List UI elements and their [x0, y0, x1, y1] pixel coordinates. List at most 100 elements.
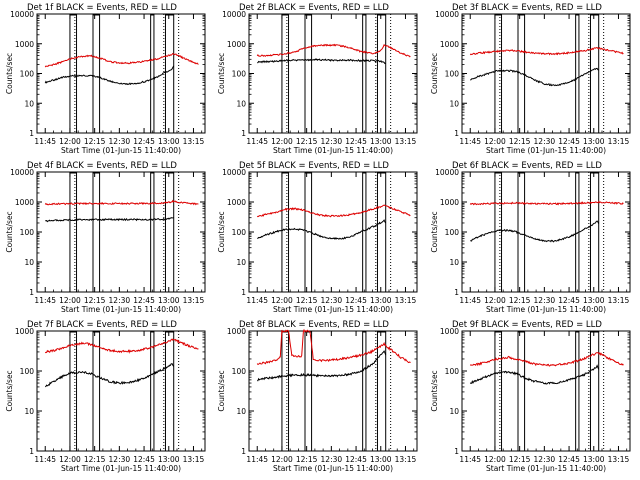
plot-frame [248, 171, 418, 293]
x-tick-label: 12:45 [558, 137, 580, 146]
x-axis-label: Start Time (01-Jun-15 11:40:00) [486, 305, 606, 314]
plot-frame [36, 171, 206, 293]
panel-det-8f: Det 8f BLACK = Events, RED = LLD 1 10 100 10… [217, 320, 418, 473]
y-tick-label: 100 [20, 367, 35, 376]
x-tick-label: 13:15 [183, 455, 205, 464]
x-tick-label: 12:00 [59, 137, 81, 146]
y-tick-label: 10000 [435, 168, 459, 177]
series-events-line [469, 364, 600, 385]
panel-det-1f: Det 1f BLACK = Events, RED = LLD 1 10 100 10… [5, 3, 206, 155]
x-tick-label: 12:00 [484, 455, 506, 464]
x-tick-label: 12:00 [484, 137, 506, 146]
x-tick-label: 12:30 [534, 455, 556, 464]
series-lld-line [256, 204, 411, 218]
x-tick-label: 12:15 [509, 137, 531, 146]
x-tick-label: 12:00 [271, 137, 293, 146]
y-tick-label: 1 [29, 447, 34, 456]
y-tick-label: 10000 [435, 10, 459, 19]
series-lld-line [469, 352, 624, 367]
x-tick-label: 13:00 [158, 455, 180, 464]
panel-title: Det 2f BLACK = Events, RED = LLD [239, 3, 389, 13]
x-tick-label: 13:15 [183, 137, 205, 146]
y-axis-label: Counts/sec [5, 211, 14, 252]
y-tick-label: 10000 [222, 168, 246, 177]
y-tick-label: 100 [232, 70, 247, 79]
x-tick-label: 12:45 [345, 137, 367, 146]
y-tick-label: 1 [29, 288, 34, 297]
x-tick-label: 12:00 [59, 455, 81, 464]
y-tick-label: 1000 [227, 327, 246, 336]
x-axis-label: Start Time (01-Jun-15 11:40:00) [61, 146, 181, 155]
x-axis-label: Start Time (01-Jun-15 11:40:00) [273, 146, 393, 155]
series-events-line [470, 67, 599, 87]
plot-frame [461, 330, 631, 452]
x-tick-label: 13:00 [583, 455, 605, 464]
x-tick-label: 13:00 [583, 137, 605, 146]
x-tick-label: 13:15 [395, 455, 417, 464]
series-events-line [257, 219, 387, 241]
y-tick-label: 100 [445, 70, 460, 79]
y-tick-label: 1 [241, 447, 246, 456]
x-tick-label: 12:15 [296, 137, 318, 146]
x-tick-label: 12:30 [109, 296, 131, 305]
y-axis-label: Counts/sec [430, 53, 439, 94]
x-axis-label: Start Time (01-Jun-15 11:40:00) [273, 464, 393, 473]
x-tick-label: 12:00 [271, 455, 293, 464]
x-tick-label: 12:15 [509, 455, 531, 464]
y-axis-label: Counts/sec [5, 53, 14, 94]
series-lld-line [256, 328, 411, 365]
y-tick-label: 1000 [15, 40, 34, 49]
x-tick-label: 13:00 [583, 296, 605, 305]
x-tick-label: 12:45 [558, 296, 580, 305]
y-tick-label: 100 [20, 228, 35, 237]
y-tick-label: 1 [29, 129, 34, 138]
y-axis-label: Counts/sec [430, 370, 439, 411]
x-tick-label: 12:45 [133, 137, 155, 146]
plot-frame [248, 330, 418, 452]
panel-det-2f: Det 2f BLACK = Events, RED = LLD 1 10 100 10… [217, 3, 418, 155]
series-lld-line [469, 200, 624, 206]
x-tick-label: 12:00 [271, 296, 293, 305]
panel-title: Det 4f BLACK = Events, RED = LLD [27, 161, 177, 171]
panel-det-6f: Det 6f BLACK = Events, RED = LLD 1 10 100 10… [430, 161, 631, 314]
x-tick-label: 12:45 [345, 296, 367, 305]
x-axis-label: Start Time (01-Jun-15 11:40:00) [486, 464, 606, 473]
x-tick-label: 12:30 [321, 296, 343, 305]
panel-title: Det 6f BLACK = Events, RED = LLD [452, 161, 602, 171]
plot-frame [36, 13, 206, 134]
y-tick-label: 1 [454, 129, 459, 138]
y-tick-label: 1 [241, 129, 246, 138]
plot-frame [36, 330, 206, 452]
y-axis-label: Counts/sec [217, 211, 226, 252]
x-tick-label: 12:30 [109, 455, 131, 464]
x-tick-label: 13:15 [395, 137, 417, 146]
x-tick-label: 11:45 [246, 455, 268, 464]
panel-det-9f: Det 9f BLACK = Events, RED = LLD 1 10 100 10… [430, 320, 631, 473]
x-tick-label: 11:45 [246, 296, 268, 305]
y-tick-label: 1000 [15, 198, 34, 207]
x-tick-label: 12:30 [321, 455, 343, 464]
y-axis-label: Counts/sec [5, 370, 14, 411]
panel-title: Det 5f BLACK = Events, RED = LLD [239, 161, 389, 171]
y-axis-label: Counts/sec [217, 370, 226, 411]
x-tick-label: 13:00 [370, 296, 392, 305]
y-tick-label: 10 [449, 407, 459, 416]
y-tick-label: 10 [236, 258, 246, 267]
panel-title: Det 3f BLACK = Events, RED = LLD [452, 3, 602, 13]
y-tick-label: 10 [449, 258, 459, 267]
y-tick-label: 10 [24, 407, 34, 416]
y-tick-label: 1000 [440, 40, 459, 49]
panel-det-7f: Det 7f BLACK = Events, RED = LLD 1 10 100 10… [5, 320, 206, 473]
x-tick-label: 12:15 [296, 296, 318, 305]
panel-title: Det 1f BLACK = Events, RED = LLD [27, 3, 177, 13]
x-tick-label: 12:15 [84, 296, 106, 305]
x-tick-label: 13:15 [608, 296, 630, 305]
series-events-line [44, 65, 175, 86]
x-tick-label: 13:00 [370, 137, 392, 146]
x-tick-label: 12:15 [509, 296, 531, 305]
y-axis-label: Counts/sec [430, 211, 439, 252]
x-tick-label: 11:45 [246, 137, 268, 146]
x-tick-label: 11:45 [459, 455, 481, 464]
panel-det-3f: Det 3f BLACK = Events, RED = LLD 1 10 100 10… [430, 3, 631, 155]
y-tick-label: 100 [445, 367, 460, 376]
